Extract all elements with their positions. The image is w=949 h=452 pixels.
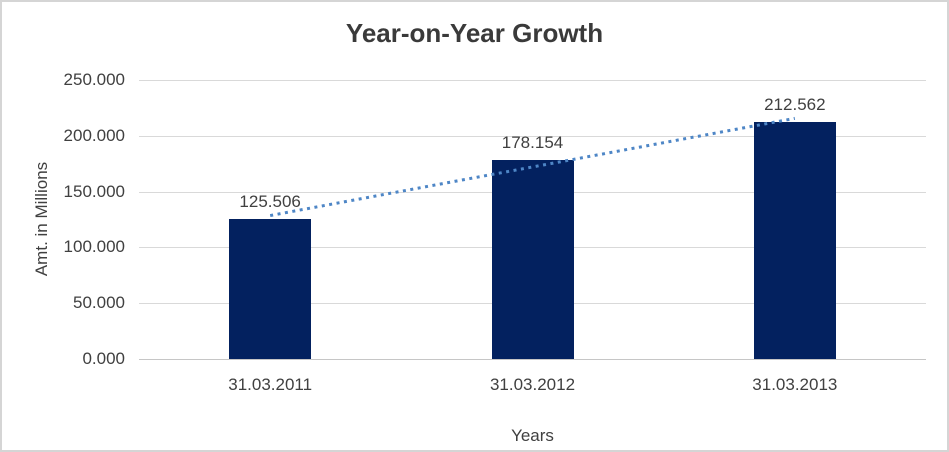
data-label: 212.562 [764, 94, 826, 114]
chart-title: Year-on-Year Growth [345, 18, 604, 48]
y-tick-label: 100.000 [63, 237, 125, 257]
bar-31.03.2012 [491, 160, 574, 359]
y-tick-label: 0.000 [82, 349, 125, 368]
y-tick-label: 50.000 [73, 293, 125, 313]
x-axis-title: Years [511, 426, 554, 445]
y-tick-label: 150.000 [63, 181, 125, 201]
data-label: 125.506 [239, 191, 301, 211]
bar-31.03.2013 [753, 121, 836, 359]
bar-31.03.2011 [229, 218, 312, 359]
gridline [139, 80, 926, 81]
x-axis-line [139, 359, 926, 360]
y-tick-label: 200.000 [63, 125, 125, 145]
y-tick-label: 250.000 [63, 70, 125, 89]
y-axis-title: Amt. in Millions [32, 161, 51, 277]
data-label: 178.154 [501, 133, 564, 153]
x-tick-label: 31.03.2011 [228, 375, 313, 394]
x-tick-label: 31.03.2012 [489, 375, 576, 394]
x-tick-label: 31.03.2013 [752, 375, 838, 394]
